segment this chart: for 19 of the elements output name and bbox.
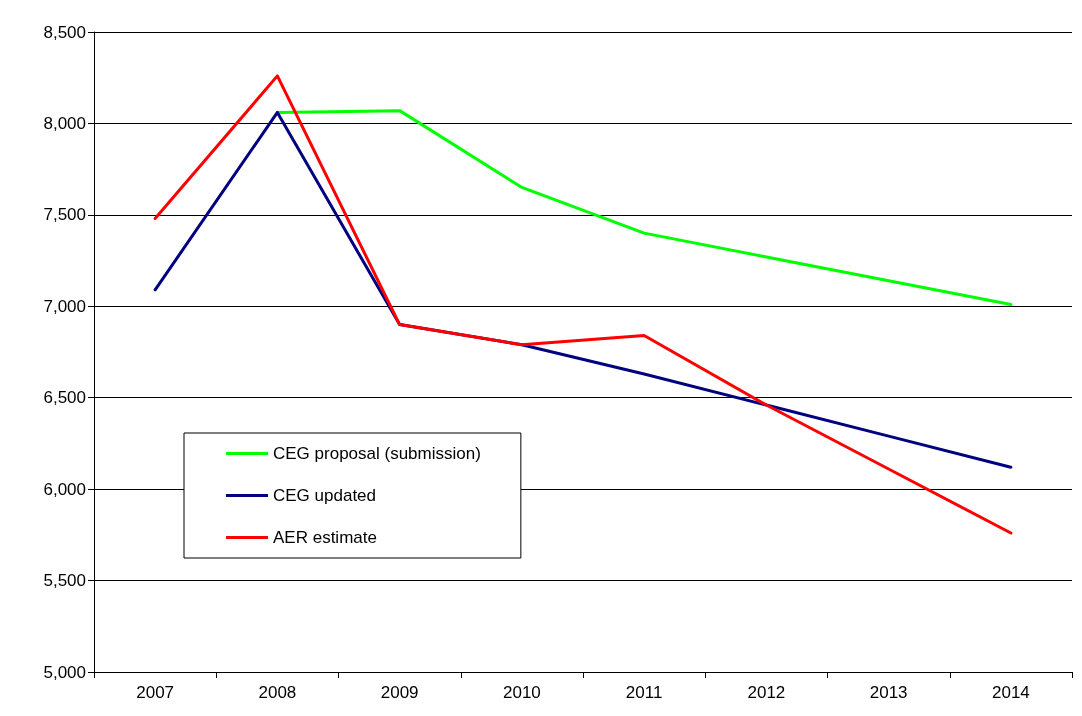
legend-label: CEG proposal (submission) bbox=[273, 444, 481, 463]
x-tick-label: 2014 bbox=[991, 683, 1030, 702]
y-tick-label: 7,000 bbox=[43, 296, 86, 316]
x-tick-label: 2011 bbox=[625, 683, 663, 702]
y-tick-label: 8,500 bbox=[43, 22, 86, 42]
y-tick-label: 5,000 bbox=[43, 662, 86, 682]
x-tick-label: 2009 bbox=[380, 683, 419, 702]
y-tick-label: 6,000 bbox=[43, 479, 86, 499]
x-tick-label: 2008 bbox=[258, 683, 297, 702]
x-tick-label: 2012 bbox=[747, 683, 786, 702]
y-tick-label: 7,500 bbox=[43, 205, 86, 225]
x-tick-label: 2010 bbox=[502, 683, 541, 702]
y-tick-label: 5,500 bbox=[43, 571, 86, 591]
x-tick-label: 2007 bbox=[136, 683, 175, 702]
legend-label: CEG updated bbox=[273, 486, 377, 505]
y-tick-label: 8,000 bbox=[43, 113, 86, 133]
x-tick-label: 2013 bbox=[869, 683, 908, 702]
y-tick-label: 6,500 bbox=[43, 388, 86, 408]
legend-label: AER estimate bbox=[273, 528, 377, 547]
